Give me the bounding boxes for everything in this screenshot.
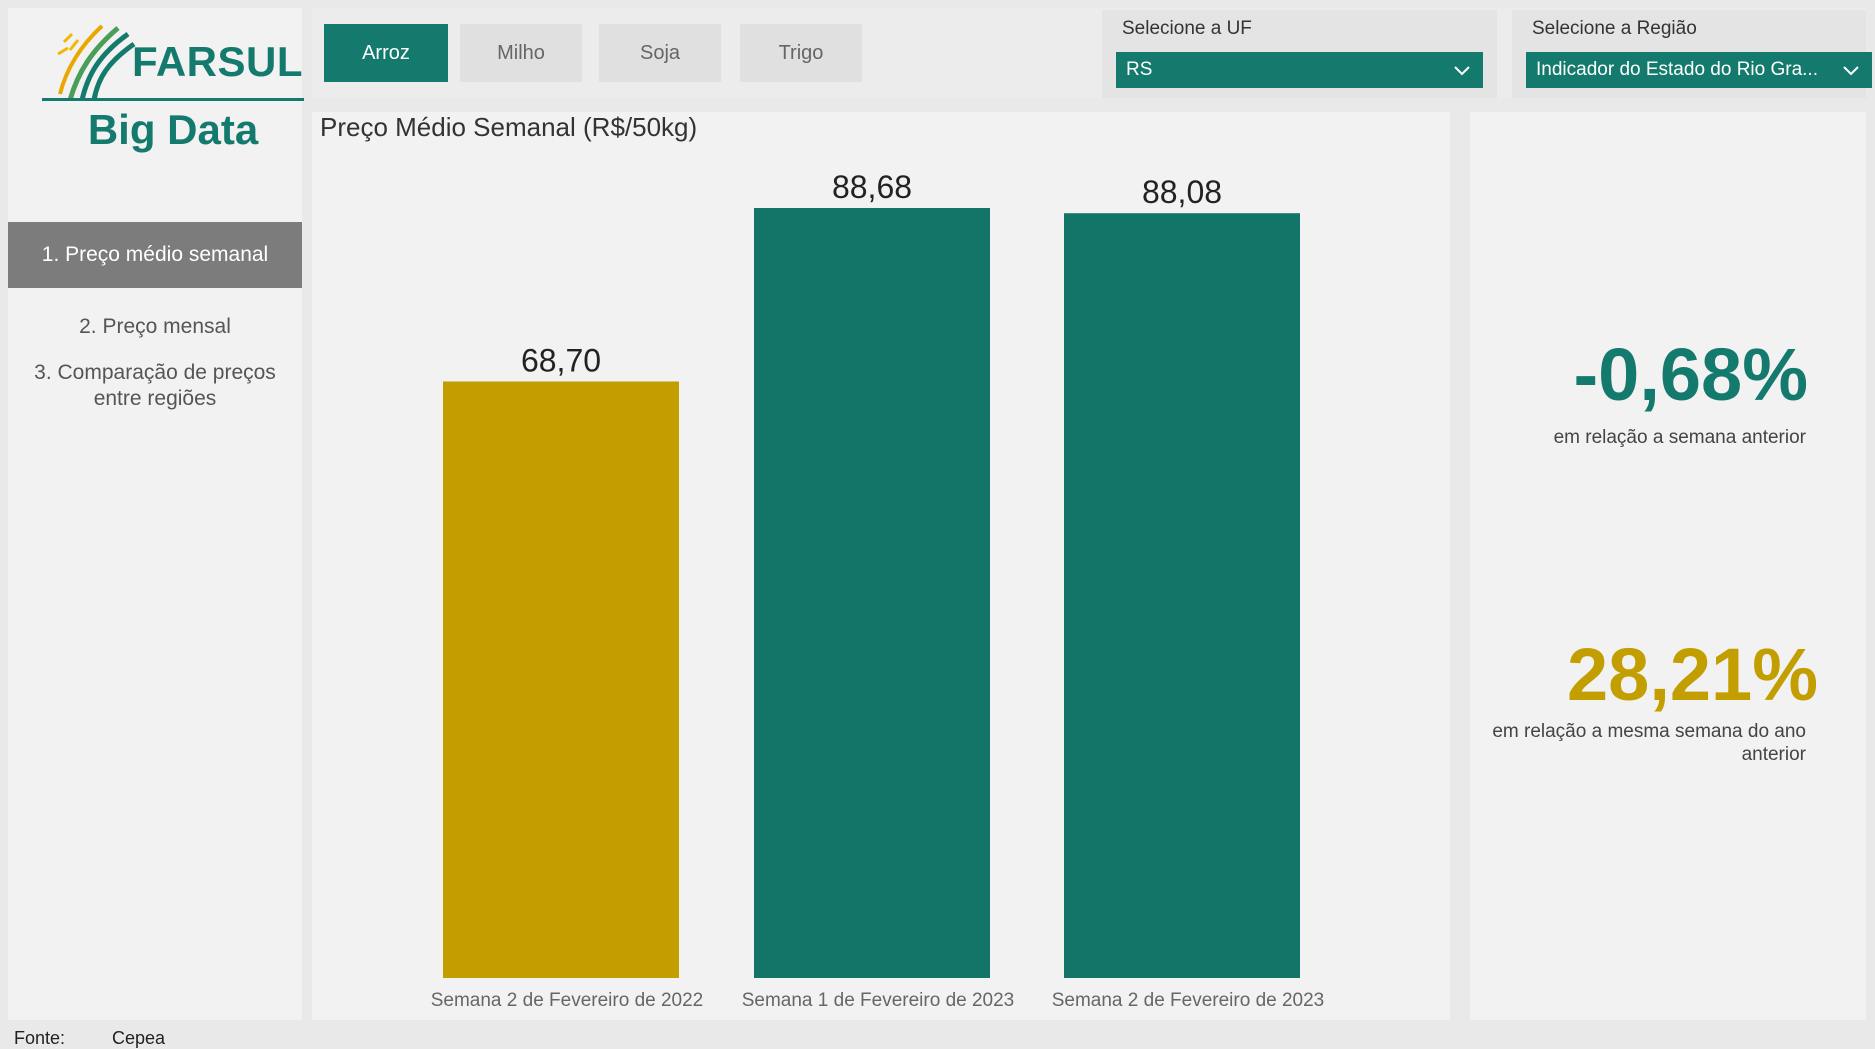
regiao-select[interactable]: Indicador do Estado do Rio Gra... (1526, 52, 1872, 88)
wheat-logo-icon (57, 24, 136, 101)
yearly-change-description: em relação a mesma semana do ano anterio… (1492, 721, 1806, 765)
logo-subtitle: Big Data (87, 106, 259, 153)
regiao-filter-label: Selecione a Região (1532, 18, 1697, 39)
logo-name: FARSUL (132, 38, 303, 85)
logo-divider (42, 98, 304, 101)
bar-chart: 68,70 Semana 2 de Fevereiro de 2022 88,68 S… (431, 169, 1325, 1011)
farsul-logo: FARSUL Big Data (28, 18, 304, 153)
nav-item-comparacao-regioes[interactable]: 3. Comparação de preços entre regiões (34, 361, 276, 410)
chart-title: Preço Médio Semanal (R$/50kg) (320, 112, 698, 142)
x-tick-label-1: Semana 1 de Fevereiro de 2023 (742, 990, 1015, 1011)
nav-item-preco-medio-semanal[interactable]: 1. Preço médio semanal (8, 222, 302, 288)
bar-value-label-2: 88,08 (1142, 174, 1222, 210)
crop-button-soja[interactable]: Soja (599, 24, 721, 82)
x-tick-label-2: Semana 2 de Fevereiro de 2023 (1052, 990, 1325, 1011)
top-bar: Arroz Milho Soja Trigo Selecione a UF RS… (312, 8, 1872, 98)
bar-value-label-0: 68,70 (521, 342, 601, 378)
crop-button-milho[interactable]: Milho (460, 24, 582, 82)
crop-button-arroz[interactable]: Arroz (324, 24, 448, 82)
weekly-change-description: em relação a semana anterior (1553, 427, 1806, 448)
sidebar: FARSUL Big Data 1. Preço médio semanal 2… (8, 8, 304, 1020)
uf-select[interactable]: RS (1116, 52, 1483, 88)
chevron-down-icon (1843, 66, 1859, 76)
yearly-change-value: 28,21% (1567, 633, 1818, 716)
x-tick-label-0: Semana 2 de Fevereiro de 2022 (431, 990, 704, 1011)
nav-item-preco-mensal[interactable]: 2. Preço mensal (79, 315, 231, 338)
kpi-panel: -0,68% em relação a semana anterior 28,2… (1470, 112, 1866, 1020)
bar-1[interactable] (754, 208, 990, 978)
footer-source-label: Fonte: (14, 1028, 66, 1048)
weekly-change-value: -0,68% (1573, 333, 1808, 416)
uf-filter: Selecione a UF RS (1102, 10, 1497, 98)
bar-2[interactable] (1064, 213, 1300, 979)
chevron-down-icon (1454, 66, 1470, 76)
bar-value-label-1: 88,68 (832, 169, 912, 205)
chart-panel: 68,70 Semana 2 de Fevereiro de 2022 88,68 S… (312, 112, 1450, 1020)
uf-filter-label: Selecione a UF (1122, 18, 1252, 39)
footer-source-value: Cepea (112, 1028, 166, 1048)
regiao-select-value: Indicador do Estado do Rio Gra... (1536, 59, 1818, 80)
uf-select-value: RS (1126, 59, 1153, 80)
regiao-filter: Selecione a Região Indicador do Estado d… (1512, 10, 1872, 98)
bar-0[interactable] (443, 381, 679, 978)
crop-button-trigo[interactable]: Trigo (740, 24, 862, 82)
